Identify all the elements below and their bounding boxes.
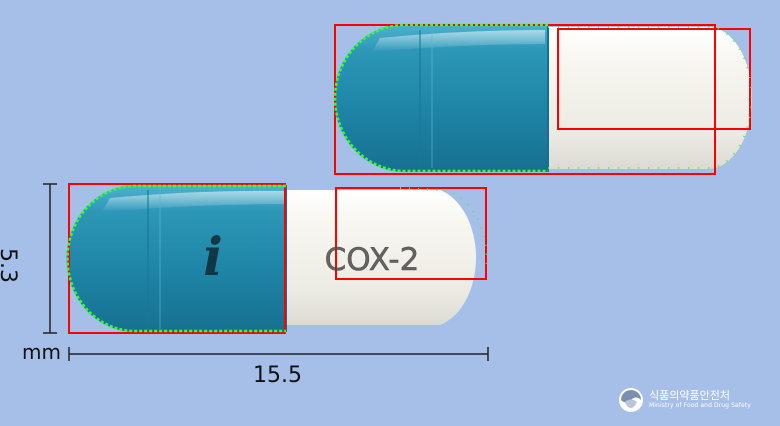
mfds-korean-name: 식품의약품안전처 (649, 389, 730, 402)
detection-box-body (557, 28, 751, 130)
dimension-unit-label: mm (22, 340, 61, 364)
capsule-imprint-logo: i (203, 227, 223, 288)
contour-outline (66, 184, 286, 333)
capsule-front-cap (66, 185, 287, 332)
dimension-lines (43, 183, 489, 361)
capsule-back-view (333, 23, 753, 175)
detection-box-imprint (335, 187, 487, 280)
contour-outline (548, 26, 753, 169)
contour-outline (399, 187, 488, 271)
capsule-back-cap (334, 24, 548, 172)
detection-box-cap (68, 183, 286, 334)
capsule-back-body (545, 27, 752, 169)
capsule-front-body (280, 190, 477, 325)
contour-outline (333, 23, 548, 173)
width-dimension-label: 15.5 (253, 363, 302, 388)
height-dimension-label: 5.3 (0, 248, 20, 283)
mfds-english-name: Ministry of Food and Drug Safety (649, 402, 751, 409)
capsule-imprint-text: COX-2 (325, 242, 420, 278)
mfds-watermark: 식품의약품안전처 Ministry of Food and Drug Safet… (618, 387, 768, 413)
mfds-logo-icon (619, 388, 643, 412)
capsule-back-highlight (372, 30, 545, 52)
capsule-front-view: i COX-2 (66, 183, 488, 334)
